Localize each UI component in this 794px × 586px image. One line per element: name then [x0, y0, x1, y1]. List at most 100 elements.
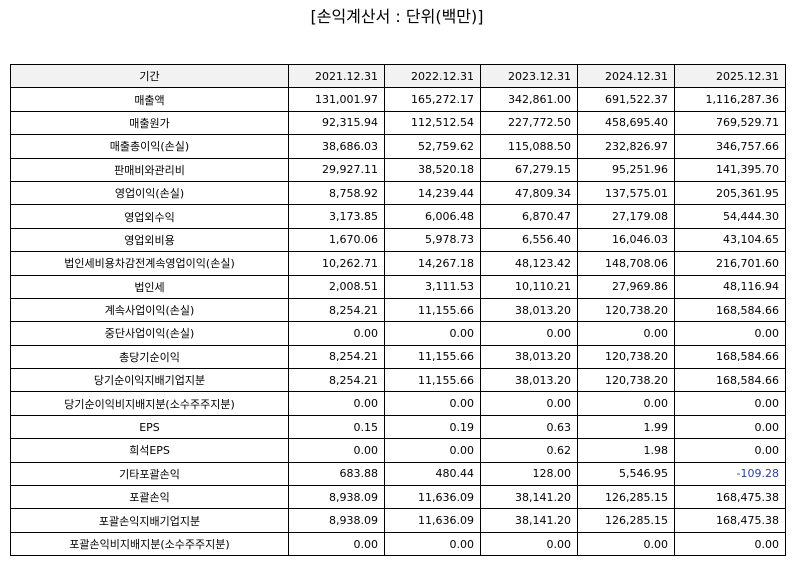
value-cell: 0.00: [674, 531, 786, 557]
value-cell: 10,262.71: [288, 251, 385, 276]
table-row: 매출총이익(손실) 38,686.03 52,759.62 115,088.50 232…: [10, 134, 786, 159]
table-row: 총당기순이익 8,254.21 11,155.66 38,013.20 120,738.…: [10, 344, 786, 370]
value-cell: 14,267.18: [384, 251, 481, 276]
value-cell: 8,254.21: [288, 344, 385, 370]
value-cell: 126,285.15: [577, 508, 675, 533]
table-row: 영업이익(손실) 8,758.92 14,239.44 47,809.34 137,57…: [10, 180, 786, 206]
value-cell: 0.00: [384, 391, 481, 416]
value-cell: 0.15: [288, 414, 385, 440]
value-cell: 0.00: [480, 321, 578, 346]
value-cell: 0.00: [577, 391, 675, 416]
value-cell: 38,520.18: [384, 157, 481, 182]
value-cell: 683.88: [288, 461, 385, 487]
value-cell: 29,927.11: [288, 157, 385, 182]
value-cell: 95,251.96: [577, 157, 675, 182]
value-cell: 168,475.38: [674, 508, 786, 533]
column-header-date: 2025.12.31: [674, 63, 786, 89]
column-header-date: 2024.12.31: [577, 63, 675, 89]
value-cell: 14,239.44: [384, 180, 481, 206]
table-row: 매출액 131,001.97 165,272.17 342,861.00 691,522…: [10, 87, 786, 112]
column-header-period: 기간: [10, 63, 289, 89]
value-cell: 137,575.01: [577, 180, 675, 206]
row-label: 포괄손익비지배지분(소수주주지분): [10, 531, 289, 557]
table-row: 법인세비용차감전계속영업이익(손실) 10,262.71 14,267.18 48,1…: [10, 251, 786, 276]
column-header-date: 2022.12.31: [384, 63, 481, 89]
value-cell: 141,395.70: [674, 157, 786, 182]
row-label: 매출원가: [10, 110, 289, 136]
value-cell: 0.00: [384, 321, 481, 346]
value-cell: 54,444.30: [674, 204, 786, 229]
value-cell: 168,584.66: [674, 297, 786, 323]
value-cell: 0.00: [577, 531, 675, 557]
table-row: 영업외비용 1,670.06 5,978.73 6,556.40 16,046.03 43…: [10, 227, 786, 253]
value-cell: 342,861.00: [480, 87, 578, 112]
value-cell: 6,870.47: [480, 204, 578, 229]
value-cell: 67,279.15: [480, 157, 578, 182]
column-header-date: 2023.12.31: [480, 63, 578, 89]
table-row: 법인세 2,008.51 3,111.53 10,110.21 27,969.86 48,…: [10, 274, 786, 299]
value-cell: 0.00: [674, 391, 786, 416]
value-cell: 8,938.09: [288, 485, 385, 510]
value-cell: -109.28: [674, 461, 786, 487]
value-cell: 38,141.20: [480, 508, 578, 533]
value-cell: 92,315.94: [288, 110, 385, 136]
value-cell: 458,695.40: [577, 110, 675, 136]
value-cell: 168,475.38: [674, 485, 786, 510]
value-cell: 1.99: [577, 414, 675, 440]
value-cell: 168,584.66: [674, 344, 786, 370]
value-cell: 0.00: [674, 438, 786, 463]
value-cell: 168,584.66: [674, 368, 786, 393]
value-cell: 3,173.85: [288, 204, 385, 229]
value-cell: 0.00: [674, 414, 786, 440]
table-row: 판매비와관리비 29,927.11 38,520.18 67,279.15 95,251…: [10, 157, 786, 182]
value-cell: 48,123.42: [480, 251, 578, 276]
row-label: 판매비와관리비: [10, 157, 289, 182]
table-row: 영업외수익 3,173.85 6,006.48 6,870.47 27,179.08 54…: [10, 204, 786, 229]
income-statement-table: 기간 2021.12.31 2022.12.31 2023.12.31 2024.12.…: [10, 63, 786, 557]
value-cell: 120,738.20: [577, 297, 675, 323]
value-cell: 1,116,287.36: [674, 87, 786, 112]
value-cell: 38,013.20: [480, 344, 578, 370]
value-cell: 120,738.20: [577, 368, 675, 393]
value-cell: 11,155.66: [384, 297, 481, 323]
value-cell: 0.00: [288, 321, 385, 346]
value-cell: 0.00: [480, 391, 578, 416]
row-label: 중단사업이익(손실): [10, 321, 289, 346]
value-cell: 480.44: [384, 461, 481, 487]
value-cell: 216,701.60: [674, 251, 786, 276]
table-body: 매출액 131,001.97 165,272.17 342,861.00 691,522…: [10, 87, 786, 557]
value-cell: 0.62: [480, 438, 578, 463]
row-label: 희석EPS: [10, 438, 289, 463]
value-cell: 8,758.92: [288, 180, 385, 206]
table-row: 중단사업이익(손실) 0.00 0.00 0.00 0.00 0.00: [10, 321, 786, 346]
table-row: 포괄손익지배기업지분 8,938.09 11,636.09 38,141.20 126,…: [10, 508, 786, 533]
value-cell: 6,556.40: [480, 227, 578, 253]
value-cell: 0.00: [384, 531, 481, 557]
row-label: 영업이익(손실): [10, 180, 289, 206]
value-cell: 0.00: [480, 531, 578, 557]
value-cell: 1.98: [577, 438, 675, 463]
value-cell: 112,512.54: [384, 110, 481, 136]
row-label: 기타포괄손익: [10, 461, 289, 487]
value-cell: 1,670.06: [288, 227, 385, 253]
value-cell: 10,110.21: [480, 274, 578, 299]
table-row: 포괄손익 8,938.09 11,636.09 38,141.20 126,285.15…: [10, 485, 786, 510]
value-cell: 8,938.09: [288, 508, 385, 533]
value-cell: 11,155.66: [384, 344, 481, 370]
value-cell: 165,272.17: [384, 87, 481, 112]
row-label: 총당기순이익: [10, 344, 289, 370]
value-cell: 0.00: [288, 391, 385, 416]
value-cell: 38,013.20: [480, 368, 578, 393]
value-cell: 47,809.34: [480, 180, 578, 206]
value-cell: 148,708.06: [577, 251, 675, 276]
value-cell: 2,008.51: [288, 274, 385, 299]
value-cell: 115,088.50: [480, 134, 578, 159]
value-cell: 11,155.66: [384, 368, 481, 393]
row-label: EPS: [10, 414, 289, 440]
row-label: 매출총이익(손실): [10, 134, 289, 159]
value-cell: 0.19: [384, 414, 481, 440]
table-header-row: 기간 2021.12.31 2022.12.31 2023.12.31 2024.12.…: [10, 63, 786, 89]
row-label: 포괄손익: [10, 485, 289, 510]
value-cell: 769,529.71: [674, 110, 786, 136]
table-row: 당기순이익비지배지분(소수주주지분) 0.00 0.00 0.00 0.00 0.00: [10, 391, 786, 416]
